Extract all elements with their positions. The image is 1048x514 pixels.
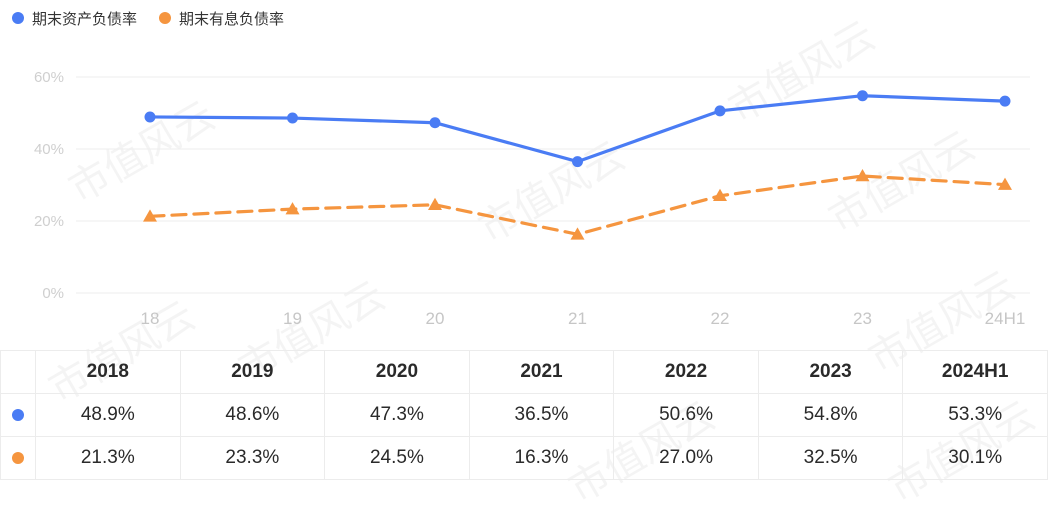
table-header-cell: 2019	[179, 350, 326, 394]
table-cell: 50.6%	[613, 393, 759, 437]
y-tick-label: 60%	[34, 69, 64, 86]
data-point-marker	[999, 95, 1011, 107]
legend-label-interest: 期末有息负债率	[179, 9, 285, 28]
data-point-marker	[285, 202, 300, 215]
table-cell: 48.6%	[179, 393, 326, 437]
data-point-marker	[714, 105, 726, 117]
table-cell: 21.3%	[35, 436, 181, 480]
data-point-marker	[572, 156, 583, 168]
x-tick-label: 19	[283, 309, 302, 328]
table-cell: 47.3%	[324, 393, 470, 437]
data-point-marker	[570, 227, 585, 240]
data-table: 2018 2019 2020 2021 2022 2023 2024H1 48.…	[0, 350, 1048, 480]
table-cell: 16.3%	[468, 436, 615, 480]
y-tick-label: 20%	[34, 213, 64, 230]
x-tick-label: 24H1	[985, 309, 1026, 328]
table-corner-cell	[0, 350, 36, 394]
data-point-marker	[713, 188, 727, 202]
y-tick-label: 0%	[42, 285, 64, 302]
line-chart: 0% 20% 40% 60% 18 19 20 21 22 23 24H1	[34, 69, 1030, 328]
data-point-marker	[429, 117, 441, 129]
x-tick-label: 23	[853, 309, 872, 328]
table-header-cell: 2021	[468, 350, 615, 394]
x-tick-label: 20	[426, 309, 445, 328]
table-row-asset-ratio: 48.9% 48.6% 47.3% 36.5% 50.6% 54.8% 53.3…	[0, 393, 1048, 437]
table-header-row: 2018 2019 2020 2021 2022 2023 2024H1	[0, 350, 1048, 394]
legend-dot-interest	[159, 12, 172, 24]
table-cell: 27.0%	[613, 436, 759, 480]
table-cell: 30.1%	[902, 436, 1048, 480]
data-point-marker	[998, 177, 1012, 190]
table-header-cell: 2023	[757, 350, 904, 394]
table-cell: 36.5%	[468, 393, 615, 437]
table-header-cell: 2024H1	[902, 350, 1048, 394]
table-row-interest-ratio: 21.3% 23.3% 24.5% 16.3% 27.0% 32.5% 30.1…	[0, 436, 1048, 480]
table-cell: 32.5%	[757, 436, 904, 480]
legend-dot-asset	[12, 12, 24, 24]
table-header-cell: 2022	[613, 350, 759, 394]
y-tick-label: 40%	[34, 141, 64, 158]
row-dot-interest	[12, 451, 24, 464]
x-tick-label: 22	[711, 309, 730, 328]
x-tick-label: 18	[141, 309, 160, 328]
data-point-marker	[144, 111, 156, 123]
data-point-marker	[857, 90, 868, 102]
table-cell: 48.9%	[35, 393, 181, 437]
data-point-marker	[855, 169, 870, 182]
table-header-cell: 2018	[35, 350, 181, 394]
table-cell: 24.5%	[324, 436, 470, 480]
data-point-marker	[287, 112, 298, 124]
legend-label-asset: 期末资产负债率	[32, 9, 138, 28]
table-cell: 54.8%	[757, 393, 904, 437]
legend: 期末资产负债率 期末有息负债率	[12, 6, 306, 30]
table-cell: 23.3%	[179, 436, 326, 480]
x-tick-label: 21	[568, 309, 587, 328]
data-point-marker	[143, 209, 157, 222]
row-dot-asset	[12, 408, 24, 421]
table-header-cell: 2020	[324, 350, 470, 394]
series-line-1	[148, 174, 1007, 236]
legend-item-asset-ratio[interactable]: 期末资产负债率	[12, 8, 137, 29]
legend-item-interest-ratio[interactable]: 期末有息负债率	[159, 8, 284, 29]
row-marker-cell	[0, 393, 36, 437]
series-line-0	[148, 94, 1007, 164]
row-marker-cell	[0, 436, 36, 480]
data-point-marker	[428, 197, 442, 211]
table-cell: 53.3%	[902, 393, 1048, 437]
